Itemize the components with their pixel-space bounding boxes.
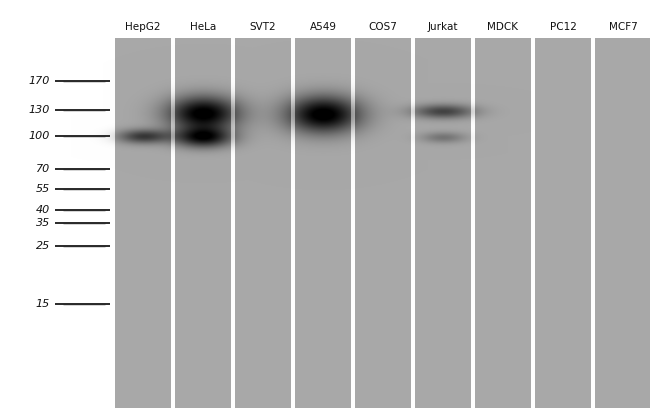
Text: Jurkat: Jurkat bbox=[428, 22, 458, 32]
Text: PC12: PC12 bbox=[549, 22, 577, 32]
Text: MDCK: MDCK bbox=[488, 22, 519, 32]
Text: HepG2: HepG2 bbox=[125, 22, 161, 32]
Text: 170: 170 bbox=[29, 76, 50, 86]
Text: 130: 130 bbox=[29, 105, 50, 115]
Text: 15: 15 bbox=[36, 299, 50, 309]
Text: HeLa: HeLa bbox=[190, 22, 216, 32]
Text: 35: 35 bbox=[36, 218, 50, 228]
Text: A549: A549 bbox=[309, 22, 337, 32]
Text: 70: 70 bbox=[36, 164, 50, 174]
Text: SVT2: SVT2 bbox=[250, 22, 276, 32]
Text: 25: 25 bbox=[36, 241, 50, 251]
Text: 55: 55 bbox=[36, 184, 50, 194]
Text: 100: 100 bbox=[29, 131, 50, 141]
Text: MCF7: MCF7 bbox=[608, 22, 638, 32]
Text: 40: 40 bbox=[36, 205, 50, 215]
Text: COS7: COS7 bbox=[369, 22, 397, 32]
